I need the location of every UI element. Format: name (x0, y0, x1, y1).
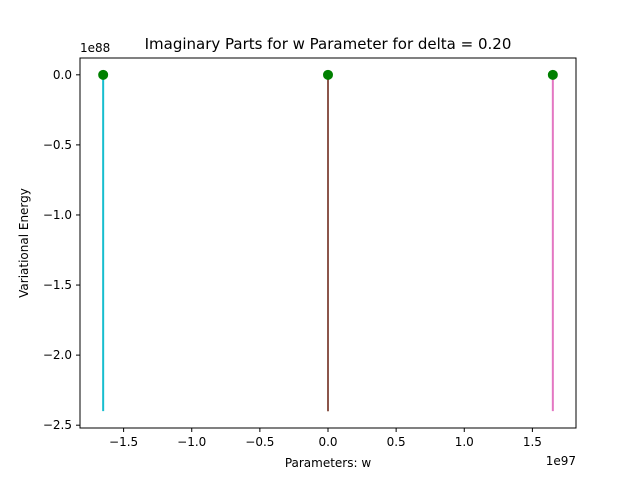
x-tick-label: −1.5 (109, 435, 138, 449)
x-tick-label: 0.0 (318, 435, 337, 449)
x-tick-label: 0.5 (387, 435, 406, 449)
y-tick-label: −1.0 (43, 208, 72, 222)
series-layer (102, 74, 554, 412)
x-tick-layer: −1.5 −1.0 −0.5 0.0 0.5 1.0 1.5 (109, 428, 542, 449)
data-point (323, 69, 333, 80)
y-tick-label: −2.0 (43, 348, 72, 362)
y-axis-label: Variational Energy (17, 188, 31, 298)
chart-title: Imaginary Parts for w Parameter for delt… (145, 35, 512, 53)
x-tick-label: −1.0 (177, 435, 206, 449)
y-tick-label: −2.5 (43, 418, 72, 432)
y-tick-label: −1.5 (43, 278, 72, 292)
y-offset-label: 1e88 (80, 41, 110, 55)
data-point (547, 69, 558, 80)
data-point (98, 69, 109, 80)
y-tick-label: 0.0 (53, 68, 72, 82)
y-tick-label: −0.5 (43, 138, 72, 152)
marker-layer (98, 69, 558, 80)
x-offset-label: 1e97 (546, 454, 576, 468)
y-tick-layer: 0.0 −0.5 −1.0 −1.5 −2.0 −2.5 (43, 68, 80, 432)
x-tick-label: 1.0 (455, 435, 474, 449)
x-axis-label: Parameters: w (285, 456, 372, 470)
x-tick-label: 1.5 (523, 435, 542, 449)
x-tick-label: −0.5 (245, 435, 274, 449)
